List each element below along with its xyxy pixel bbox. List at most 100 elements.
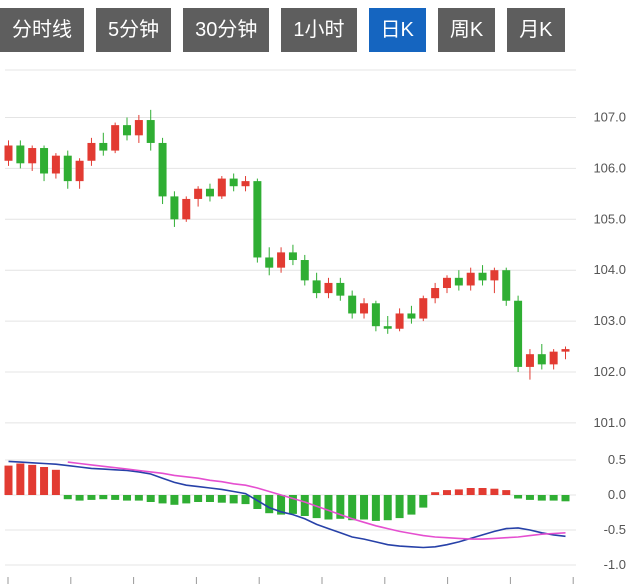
candle-body xyxy=(158,142,167,197)
macd-bar xyxy=(241,495,250,505)
macd-bar xyxy=(478,488,487,495)
candle-body xyxy=(253,181,262,258)
candle-body xyxy=(217,178,226,197)
macd-axis-label: 0.5 xyxy=(608,452,626,467)
macd-bar xyxy=(549,495,558,501)
macd-bar xyxy=(16,463,25,495)
macd-bar xyxy=(40,467,49,495)
macd-bar xyxy=(454,489,463,495)
candle-body xyxy=(431,288,440,299)
macd-axis-label: -0.5 xyxy=(604,522,626,537)
macd-bar xyxy=(277,495,286,515)
macd-bar xyxy=(442,490,451,495)
candle-body xyxy=(265,257,274,268)
macd-bar xyxy=(360,495,369,520)
candle-body xyxy=(454,277,463,286)
macd-bar xyxy=(87,495,96,500)
candle-body xyxy=(16,145,25,164)
macd-bar xyxy=(51,469,60,495)
macd-bar xyxy=(300,495,309,516)
macd-bar xyxy=(502,490,511,495)
macd-bar xyxy=(229,495,238,504)
macd-bar xyxy=(336,495,345,519)
candle-body xyxy=(288,252,297,261)
candle-body xyxy=(205,188,214,197)
candlesticks xyxy=(4,109,570,380)
macd-bar xyxy=(134,495,143,501)
macd-bar xyxy=(217,495,226,503)
price-axis-label: 106.0 xyxy=(593,160,626,175)
candle-body xyxy=(182,198,191,220)
tab-1hour[interactable]: 1小时 xyxy=(281,8,357,52)
macd-bar xyxy=(525,495,534,500)
candle-body xyxy=(360,303,369,314)
tab-weekly-k[interactable]: 周K xyxy=(437,8,496,52)
axis-labels: 107.0 106.0 105.0 104.0 103.0 102.0 101.0 0.5 0.… xyxy=(593,110,626,573)
tab-monthly-k[interactable]: 月K xyxy=(507,8,565,52)
candle-body xyxy=(561,349,570,352)
candle-body xyxy=(63,155,72,182)
x-axis-ticks xyxy=(7,577,574,584)
macd-bar xyxy=(514,495,523,499)
candle-body xyxy=(241,181,250,187)
macd-bar xyxy=(324,495,333,520)
macd-bar xyxy=(205,495,214,502)
candle-body xyxy=(502,270,511,301)
candle-body xyxy=(466,272,475,286)
candle-body xyxy=(123,125,132,136)
tab-time-line[interactable]: 分时线 xyxy=(0,8,84,52)
candle-body xyxy=(525,354,534,367)
candle-body xyxy=(28,148,37,164)
candle-body xyxy=(194,188,203,199)
macd-bar xyxy=(371,495,380,521)
candle-body xyxy=(324,282,333,294)
candle-body xyxy=(395,313,404,329)
price-axis-label: 104.0 xyxy=(593,262,626,277)
candle-body xyxy=(419,298,428,319)
candle-body xyxy=(75,160,84,182)
macd-bar xyxy=(561,495,570,502)
macd-bar xyxy=(182,495,191,504)
candle-body xyxy=(4,145,13,161)
candle-body xyxy=(87,142,96,161)
candle-body xyxy=(478,272,487,281)
candle-body xyxy=(371,303,380,327)
macd-bar xyxy=(383,495,392,521)
candle-body xyxy=(146,120,155,143)
price-axis-label: 101.0 xyxy=(593,415,626,430)
candle-body xyxy=(348,295,357,314)
candle-body xyxy=(134,120,143,136)
macd-bar xyxy=(253,495,262,509)
candle-body xyxy=(170,196,179,220)
candle-body xyxy=(336,282,345,296)
macd-bar xyxy=(63,495,72,500)
candle-body xyxy=(514,300,523,367)
macd-bar xyxy=(111,495,120,500)
candle-body xyxy=(383,326,392,329)
dif-line xyxy=(8,460,566,549)
timeframe-tabbar: 分时线 5分钟 30分钟 1小时 日K 周K 月K xyxy=(0,8,565,52)
candle-body xyxy=(549,351,558,365)
tab-30min[interactable]: 30分钟 xyxy=(183,8,270,52)
candle-body xyxy=(277,252,286,268)
macd-bar xyxy=(75,495,84,501)
macd-bar xyxy=(348,495,357,521)
candle-body xyxy=(312,280,321,294)
macd-bar xyxy=(490,488,499,495)
candle-body xyxy=(111,125,120,151)
candle-body xyxy=(99,142,108,151)
price-axis-label: 102.0 xyxy=(593,364,626,379)
tab-5min[interactable]: 5分钟 xyxy=(96,8,172,52)
price-axis-label: 107.0 xyxy=(593,110,626,125)
candle-body xyxy=(51,155,60,174)
macd-bar xyxy=(431,492,440,495)
candle-body xyxy=(229,178,238,187)
price-axis-label: 105.0 xyxy=(593,211,626,226)
tab-daily-k[interactable]: 日K xyxy=(368,8,426,52)
macd-bar xyxy=(99,495,108,500)
macd-bar xyxy=(194,495,203,502)
macd-axis-label: 0.0 xyxy=(608,487,626,502)
candle-body xyxy=(490,270,499,281)
macd-bar xyxy=(4,465,13,495)
